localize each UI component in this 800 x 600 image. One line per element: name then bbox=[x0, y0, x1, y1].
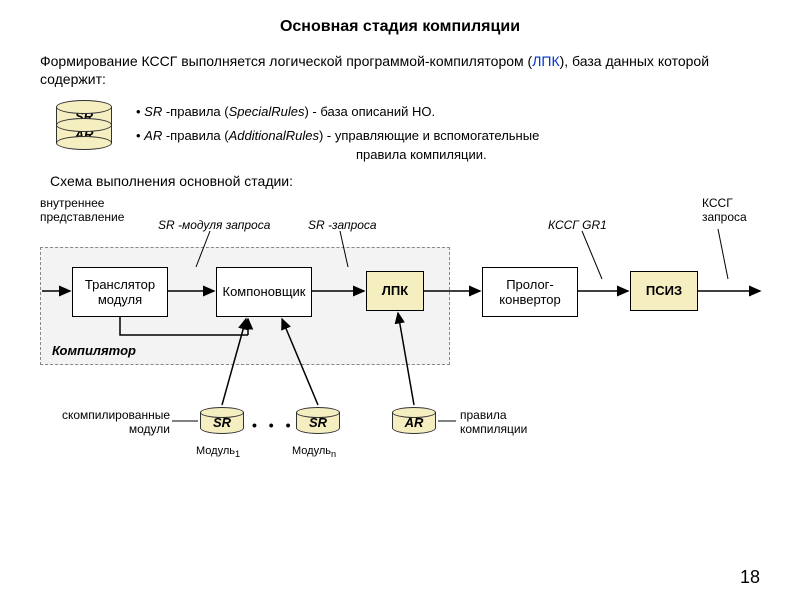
txt: ) - управляющие и вспомогательные bbox=[319, 128, 539, 143]
txt: Транслятор bbox=[85, 277, 155, 292]
txt: конвертор bbox=[499, 292, 560, 307]
rule2-line2: правила компиляции. bbox=[136, 147, 539, 163]
txt: скомпилированные bbox=[40, 409, 170, 423]
txt: -правила ( bbox=[162, 128, 228, 143]
box-prolog: Пролог- конвертор bbox=[482, 267, 578, 317]
dots: • • • bbox=[252, 417, 294, 433]
txt: модуля bbox=[85, 292, 155, 307]
box-translator: Транслятор модуля bbox=[72, 267, 168, 317]
txt: SR -модуля запроса bbox=[158, 218, 270, 232]
cyl-sr1: SR bbox=[200, 407, 244, 434]
label-kssg-gr1: КССГ GR1 bbox=[548, 219, 607, 233]
special-rules: SpecialRules bbox=[229, 104, 305, 119]
txt: 1 bbox=[235, 449, 240, 459]
txt: Пролог- bbox=[499, 277, 560, 292]
box-linker: Компоновщик bbox=[216, 267, 312, 317]
intro-prefix: Формирование КССГ выполняется логической… bbox=[40, 53, 532, 69]
txt: внутреннее bbox=[40, 197, 124, 211]
txt: правила bbox=[460, 409, 527, 423]
scheme-label: Схема выполнения основной стадии: bbox=[0, 163, 800, 189]
label-sr-query: SR -запроса bbox=[308, 219, 377, 233]
txt: Модуль bbox=[196, 445, 235, 457]
additional-rules: AdditionalRules bbox=[229, 128, 319, 143]
label-rules: правила компиляции bbox=[460, 409, 527, 437]
intro-text: Формирование КССГ выполняется логической… bbox=[0, 36, 800, 88]
label-internal: внутреннее представление bbox=[40, 197, 124, 225]
rules-text: • SR -правила (SpecialRules) - база опис… bbox=[136, 100, 539, 162]
txt: n bbox=[331, 449, 336, 459]
label-compiled: скомпилированные модули bbox=[40, 409, 170, 437]
lpk-abbrev: ЛПК bbox=[532, 53, 559, 69]
cyl-ar: AR bbox=[392, 407, 436, 434]
page-number: 18 bbox=[740, 567, 760, 588]
txt: модули bbox=[40, 423, 170, 437]
label-sr-module: SR -модуля запроса bbox=[158, 219, 270, 233]
bullet: • bbox=[136, 104, 144, 119]
page-title: Основная стадия компиляции bbox=[0, 0, 800, 36]
label-modulen: Модульn bbox=[292, 445, 336, 460]
label-module1: Модуль1 bbox=[196, 445, 240, 460]
txt: SR -запроса bbox=[308, 218, 377, 232]
txt: запроса bbox=[702, 211, 747, 225]
box-psiz: ПСИЗ bbox=[630, 271, 698, 311]
txt: Модуль bbox=[292, 445, 331, 457]
db-cylinder: SR AR bbox=[56, 100, 112, 150]
compiler-label: Компилятор bbox=[52, 343, 136, 358]
cyl-sr2: SR bbox=[296, 407, 340, 434]
sr-italic: SR bbox=[144, 104, 162, 119]
ar-italic: AR bbox=[144, 128, 162, 143]
txt: КССГ bbox=[702, 197, 747, 211]
box-lpk: ЛПК bbox=[366, 271, 424, 311]
txt: ) - база описаний НО. bbox=[304, 104, 435, 119]
bullet: • bbox=[136, 128, 144, 143]
label-kssg-query: КССГ запроса bbox=[702, 197, 747, 225]
database-section: SR AR • SR -правила (SpecialRules) - баз… bbox=[0, 88, 800, 162]
flow-diagram: Компилятор внутреннее представление SR -… bbox=[0, 189, 800, 499]
txt: представление bbox=[40, 211, 124, 225]
txt: компиляции bbox=[460, 423, 527, 437]
txt: -правила ( bbox=[162, 104, 228, 119]
